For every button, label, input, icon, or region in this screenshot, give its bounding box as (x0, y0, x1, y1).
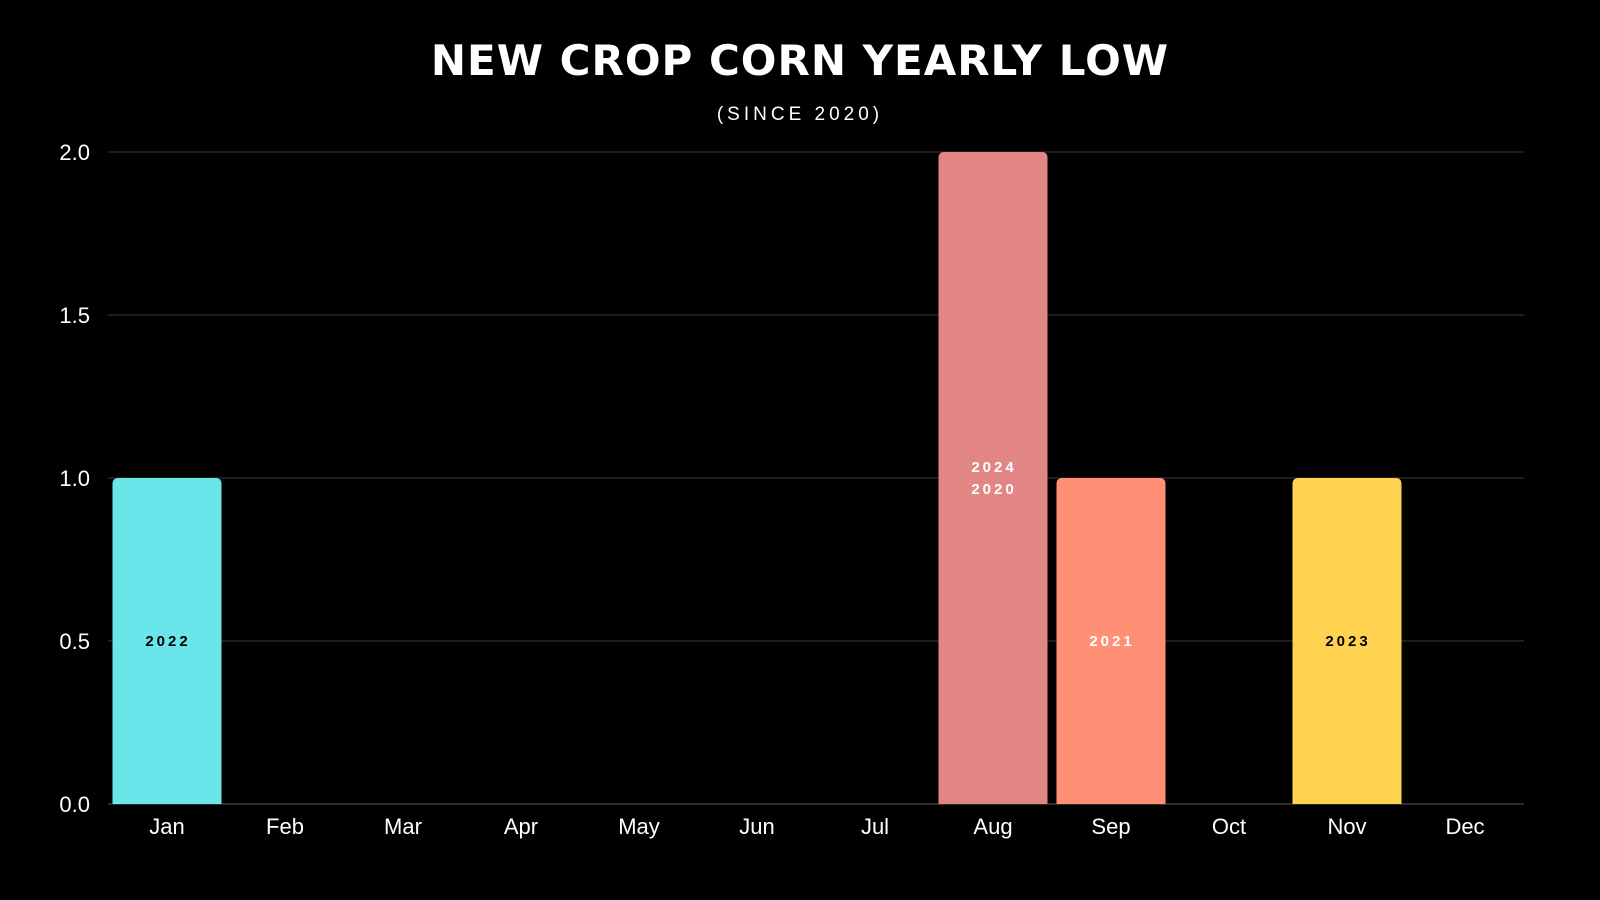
x-tick-label: Oct (1212, 814, 1246, 839)
bar-aug (938, 152, 1048, 804)
y-axis: 0.0 0.5 1.0 1.5 2.0 (59, 140, 90, 817)
x-tick-label: Aug (973, 814, 1012, 839)
gridlines (108, 151, 1524, 805)
bar-nov (1292, 478, 1402, 804)
x-tick-label: Apr (504, 814, 538, 839)
x-tick-label: Sep (1091, 814, 1130, 839)
bar-data-label: 2020 (971, 481, 1016, 498)
x-tick-label: Jan (149, 814, 184, 839)
y-tick-label: 0.5 (59, 629, 90, 654)
bar-data-label: 2021 (1089, 633, 1134, 650)
x-tick-label: Nov (1327, 814, 1366, 839)
bar-sep (1056, 478, 1166, 804)
y-tick-label: 1.5 (59, 303, 90, 328)
bar-data-label: 2022 (145, 633, 190, 650)
bar-jan (112, 478, 222, 804)
bar-data-label: 2024 (971, 459, 1016, 476)
x-tick-label: Jul (861, 814, 889, 839)
x-axis: Jan Feb Mar Apr May Jun Jul Aug Sep Oct Nov Dec (149, 814, 1484, 839)
y-tick-label: 2.0 (59, 140, 90, 165)
x-tick-label: May (618, 814, 660, 839)
y-tick-label: 1.0 (59, 466, 90, 491)
chart-subtitle: (SINCE 2020) (716, 104, 884, 125)
bars: 2022 2024 2020 2021 2023 (112, 152, 1402, 804)
chart-title: NEW CROP CORN YEARLY LOW (430, 36, 1170, 85)
x-tick-label: Dec (1445, 814, 1484, 839)
x-tick-label: Feb (266, 814, 304, 839)
x-tick-label: Jun (739, 814, 774, 839)
y-tick-label: 0.0 (59, 792, 90, 817)
bar-data-label: 2023 (1325, 633, 1370, 650)
x-tick-label: Mar (384, 814, 422, 839)
